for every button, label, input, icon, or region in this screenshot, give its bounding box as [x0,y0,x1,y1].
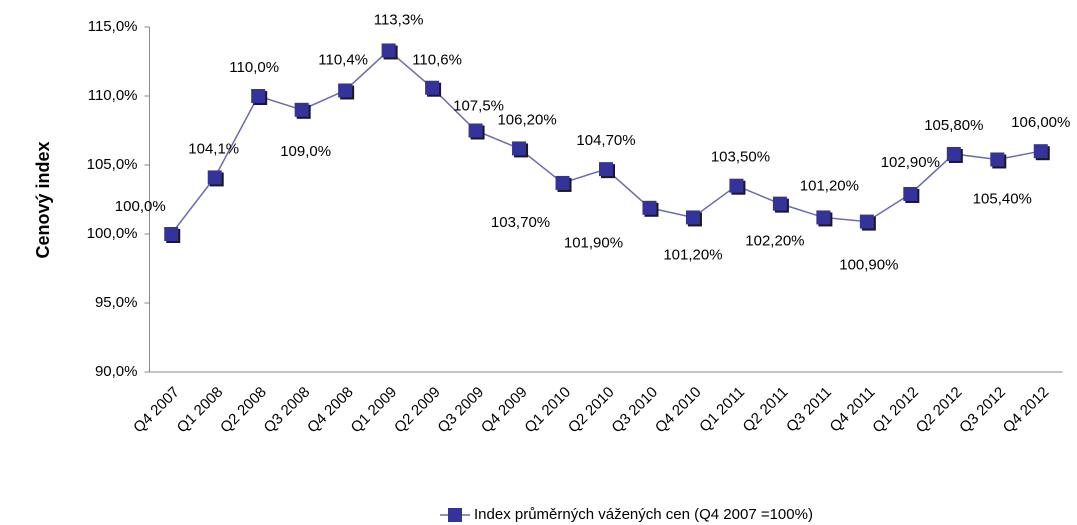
data-label: 109,0% [280,143,331,160]
x-tick-label: Q1 2008 [174,384,227,437]
marker [468,123,483,138]
data-label: 113,3% [374,11,424,28]
x-tick-label: Q4 2012 [1000,384,1053,437]
marker [381,43,396,58]
legend-marker [448,508,462,522]
marker [685,210,700,225]
marker [903,186,918,201]
data-label: 104,70% [576,132,635,149]
data-label: 102,20% [745,233,804,250]
marker [946,146,961,161]
data-label: 103,50% [711,149,770,166]
marker [425,80,440,95]
x-tick-label: Q2 2009 [391,384,444,437]
x-tick-label: Q2 2012 [913,384,966,437]
x-tick-label: Q4 2007 [130,384,183,437]
x-tick-label: Q2 2011 [740,384,792,436]
x-tick-label: Q3 2010 [608,384,661,437]
x-tick-label: Q1 2010 [521,384,574,437]
marker [729,178,744,193]
y-tick-label: 100,0% [87,225,138,242]
marker [1033,144,1048,159]
marker [512,141,527,156]
x-tick-label: Q4 2010 [652,384,705,437]
marker [251,89,266,103]
data-label: 110,6% [412,52,462,69]
x-tick-label: Q4 2011 [827,384,879,436]
y-tick-label: 105,0% [87,156,138,173]
data-label: 105,40% [973,190,1032,207]
marker [555,175,570,190]
data-label: 100,0% [115,198,166,215]
marker [338,83,353,98]
data-label: 105,80% [924,117,983,134]
marker [642,200,657,215]
x-tick-label: Q3 2011 [783,384,835,436]
marker [859,214,874,229]
x-tick-label: Q1 2011 [696,384,748,436]
data-label: 110,0% [229,59,279,76]
data-label: 101,20% [663,246,722,263]
marker [164,227,179,241]
data-label: 100,90% [839,257,898,274]
data-label: 106,20% [497,111,556,128]
marker [816,210,831,225]
marker [207,170,222,185]
y-axis-title: Cenový index [33,141,53,258]
x-tick-label: Q3 2009 [434,384,487,437]
x-tick-label: Q3 2008 [261,384,314,437]
x-tick-label: Q3 2012 [956,384,1009,437]
legend-label: Index průměrných vážených cen (Q4 2007 =… [474,506,813,523]
data-label: 101,20% [800,177,859,194]
marker [990,152,1005,167]
data-label: 110,4% [318,51,368,68]
y-tick-label: 115,0% [88,18,138,35]
x-tick-label: Q4 2009 [478,384,531,437]
data-label: 106,00% [1011,114,1070,131]
x-tick-label: Q4 2008 [304,384,357,437]
data-label: 102,90% [881,154,940,171]
x-tick-label: Q2 2010 [565,384,618,437]
x-tick-label: Q1 2009 [348,384,401,437]
y-tick-label: 90,0% [95,363,138,380]
y-tick-label: 110,0% [88,87,138,104]
data-label: 104,1% [188,140,239,157]
data-label: 107,5% [453,97,504,114]
x-tick-label: Q2 2008 [217,384,270,437]
y-tick-label: 95,0% [95,294,138,311]
marker [294,102,309,117]
data-label: 101,90% [564,235,623,252]
x-tick-label: Q1 2012 [869,384,922,437]
data-label: 103,70% [491,214,550,231]
marker [772,196,787,211]
marker [599,162,613,177]
